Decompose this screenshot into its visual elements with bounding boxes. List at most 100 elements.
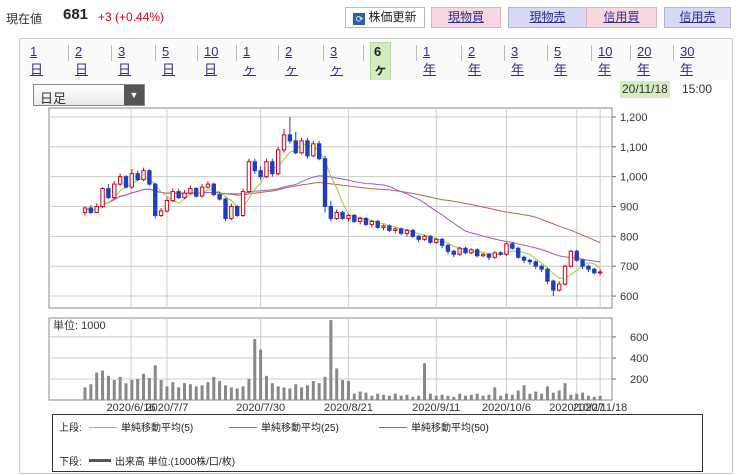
volume-bar bbox=[428, 393, 432, 400]
candle-body bbox=[451, 250, 456, 255]
volume-bar bbox=[206, 382, 210, 400]
candle-body bbox=[316, 143, 322, 160]
candle-body bbox=[129, 173, 135, 188]
candle-body bbox=[498, 252, 503, 255]
margin-buy-button[interactable]: 信用買 bbox=[586, 7, 657, 28]
candle-body bbox=[322, 158, 328, 208]
volume-bar bbox=[323, 376, 327, 400]
volume-bar bbox=[159, 380, 163, 400]
volume-bar bbox=[300, 387, 304, 400]
candle-body bbox=[147, 170, 152, 185]
candle-body bbox=[158, 210, 164, 216]
candle-body bbox=[88, 207, 94, 213]
candle-body bbox=[515, 247, 521, 258]
volume-bar bbox=[393, 393, 397, 400]
candle-body bbox=[258, 170, 263, 178]
candle-body bbox=[393, 228, 398, 231]
tab-12[interactable]: 5年 bbox=[554, 44, 568, 77]
candle-body bbox=[545, 268, 550, 282]
volume-bar bbox=[545, 386, 549, 400]
last-update-date: 20/11/18 bbox=[620, 81, 670, 98]
candle-body bbox=[153, 183, 158, 216]
tab-0[interactable]: 1日 bbox=[30, 44, 44, 77]
candle-body bbox=[252, 161, 257, 172]
refresh-quote-button[interactable]: ⟳ 株価更新 bbox=[345, 7, 425, 28]
volume-bar bbox=[387, 395, 391, 400]
price-y-tick-label: 600 bbox=[620, 291, 638, 303]
volume-bar bbox=[112, 380, 116, 400]
tab-separator bbox=[111, 45, 112, 61]
candle-body bbox=[194, 188, 199, 197]
tab-4[interactable]: 10日 bbox=[204, 44, 219, 77]
candle-body bbox=[106, 188, 111, 199]
margin-sell-button[interactable]: 信用売 bbox=[664, 7, 731, 28]
volume-bar bbox=[364, 392, 368, 400]
volume-bar bbox=[223, 385, 227, 400]
volume-bar bbox=[464, 395, 468, 400]
tab-14[interactable]: 20年 bbox=[637, 44, 652, 77]
price-y-tick-label: 1,000 bbox=[620, 172, 648, 184]
candle-body bbox=[475, 249, 480, 257]
candle-body bbox=[217, 194, 222, 200]
tab-9[interactable]: 1年 bbox=[423, 44, 437, 77]
candle-body bbox=[281, 134, 287, 151]
candle-body bbox=[381, 225, 386, 228]
tab-2[interactable]: 3日 bbox=[118, 44, 132, 77]
x-tick-label: 2020/7/30 bbox=[236, 402, 285, 414]
last-update-time: 15:00 bbox=[682, 82, 713, 96]
candle-body bbox=[182, 192, 187, 199]
volume-bar bbox=[592, 396, 596, 400]
candle-body bbox=[592, 268, 597, 274]
volume-bar bbox=[563, 383, 567, 400]
volume-bar bbox=[305, 385, 309, 400]
candle-body bbox=[398, 228, 404, 234]
volume-bar bbox=[405, 394, 409, 400]
candle-body bbox=[275, 149, 281, 175]
candle-body bbox=[352, 214, 357, 222]
tab-13[interactable]: 10年 bbox=[598, 44, 613, 77]
candle-body bbox=[439, 238, 445, 246]
volume-bar bbox=[551, 392, 555, 400]
candle-body bbox=[299, 140, 304, 154]
tab-11[interactable]: 3年 bbox=[511, 44, 525, 77]
tab-15[interactable]: 30年 bbox=[680, 44, 695, 77]
tab-1[interactable]: 2日 bbox=[75, 44, 89, 77]
volume-bar bbox=[253, 339, 257, 400]
candle-body bbox=[82, 207, 88, 213]
candle-body bbox=[340, 211, 345, 219]
candle-body bbox=[469, 249, 474, 254]
tab-3[interactable]: 5日 bbox=[162, 44, 176, 77]
volume-bar bbox=[475, 393, 479, 400]
price-y-tick-label: 1,100 bbox=[620, 142, 648, 154]
volume-bar bbox=[142, 373, 146, 400]
tab-separator bbox=[591, 45, 592, 61]
candle-body bbox=[287, 134, 293, 142]
cash-buy-button[interactable]: 現物買 bbox=[431, 7, 501, 28]
x-tick-label: 2020/11/18 bbox=[573, 402, 627, 414]
candle-body bbox=[521, 256, 527, 261]
candle-interval-select[interactable]: 日足 ▼ bbox=[33, 84, 145, 106]
volume-bar bbox=[200, 385, 204, 400]
volume-bar bbox=[522, 385, 526, 400]
volume-bar bbox=[540, 393, 544, 400]
candle-body bbox=[141, 170, 146, 181]
volume-bar bbox=[352, 393, 356, 400]
candle-body bbox=[357, 217, 363, 222]
volume-bar bbox=[423, 363, 427, 400]
chart-legend: 上段: 単純移動平均(5) 単純移動平均(25) 単純移動平均(50) 下段: … bbox=[52, 414, 703, 472]
candle-body bbox=[311, 143, 316, 157]
volume-bar bbox=[153, 365, 157, 400]
candle-body bbox=[463, 247, 468, 254]
volume-bar bbox=[341, 380, 345, 400]
current-price-value: 681 bbox=[63, 6, 89, 23]
tab-10[interactable]: 2年 bbox=[468, 44, 482, 77]
cash-sell-button[interactable]: 現物売 bbox=[508, 7, 587, 28]
x-tick-label: 2020/10/27 bbox=[549, 402, 604, 414]
volume-y-tick-label: 200 bbox=[630, 374, 648, 386]
volume-bar bbox=[516, 390, 520, 400]
volume-bar bbox=[458, 393, 462, 400]
volume-bar bbox=[575, 393, 579, 400]
legend-upper-label: 上段: bbox=[59, 423, 82, 434]
volume-bar bbox=[569, 394, 573, 400]
x-tick-label: 2020/9/11 bbox=[412, 402, 460, 414]
